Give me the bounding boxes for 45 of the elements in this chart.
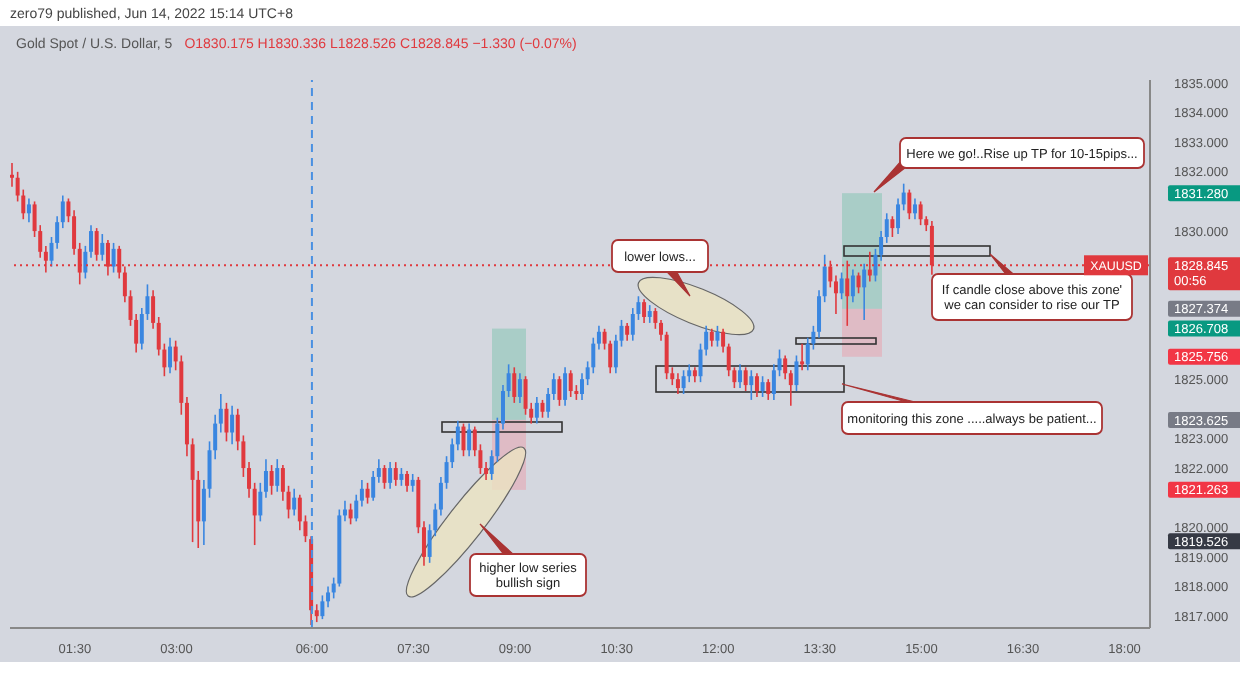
candlestick	[715, 325, 720, 348]
candlestick	[26, 197, 31, 223]
candlestick	[907, 188, 912, 221]
candlestick	[850, 268, 855, 303]
candlestick	[168, 336, 173, 375]
candlestick	[405, 470, 410, 493]
candlestick	[512, 366, 517, 404]
candlestick	[839, 271, 844, 300]
candlestick	[642, 298, 647, 324]
candlestick	[749, 369, 754, 401]
candlestick	[94, 227, 99, 262]
candlestick	[563, 366, 568, 407]
candlestick	[766, 378, 771, 401]
candlestick	[292, 487, 297, 517]
candlestick	[856, 271, 861, 295]
candlestick	[230, 405, 235, 446]
candlestick	[912, 197, 917, 221]
candlestick	[461, 422, 466, 457]
candlestick	[675, 372, 680, 395]
candlestick	[743, 366, 748, 392]
candlestick	[382, 464, 387, 490]
candlestick	[517, 372, 522, 404]
candlestick	[800, 342, 805, 372]
candlestick	[918, 200, 923, 226]
candlestick	[467, 422, 472, 457]
candlestick	[523, 375, 528, 416]
candlestick	[760, 375, 765, 398]
candlestick	[388, 461, 393, 490]
candlestick	[275, 458, 280, 493]
candlestick	[738, 363, 743, 389]
candlestick	[393, 461, 398, 487]
candlestick	[557, 375, 562, 407]
candlestick	[365, 482, 370, 505]
candlestick	[794, 354, 799, 392]
candlestick	[111, 242, 116, 274]
candlestick	[862, 262, 867, 321]
candlestick	[269, 464, 274, 496]
candlestick	[890, 215, 895, 238]
candlestick	[754, 372, 759, 398]
candlestick	[320, 594, 325, 620]
candlestick	[681, 369, 686, 395]
candlestick	[568, 369, 573, 398]
candlestick	[100, 233, 105, 262]
candlestick	[534, 396, 539, 425]
candlestick	[224, 402, 229, 443]
